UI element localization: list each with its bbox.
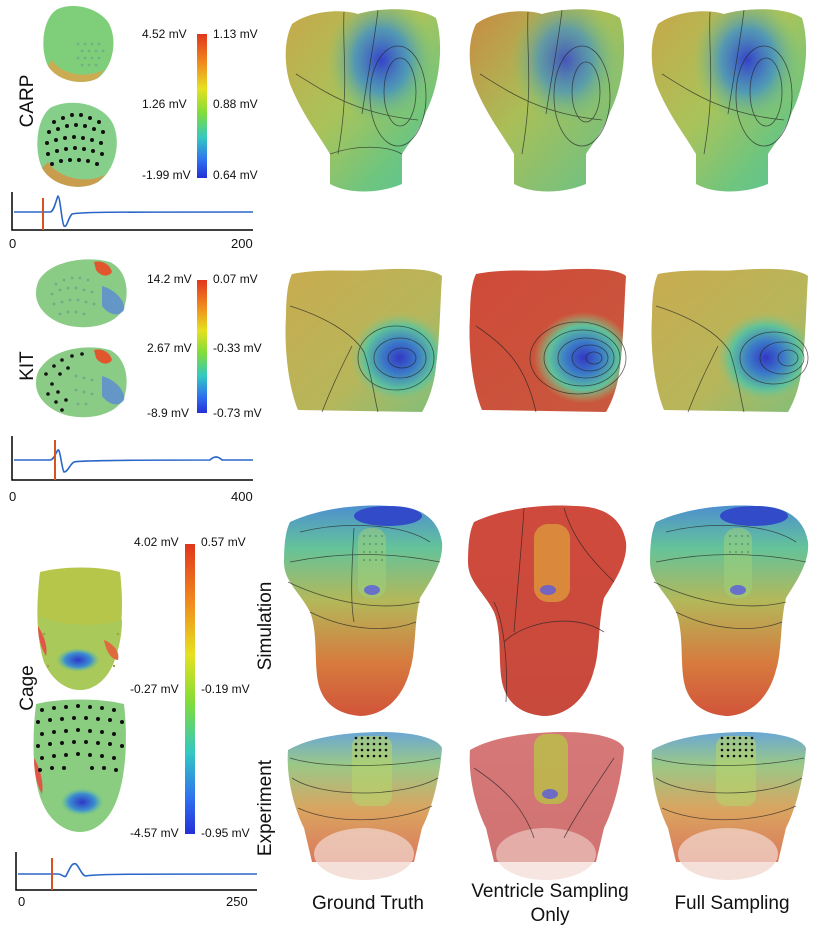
- carp-heart-top: [43, 6, 114, 82]
- cage-scale-right-min: -0.95 mV: [201, 826, 250, 840]
- cage-scale-right-max: 0.57 mV: [201, 535, 246, 549]
- cage-colorbar: [185, 544, 195, 834]
- column-label-ventricle-sampling-only: Ventricle Sampling Only: [471, 881, 629, 926]
- experiment-ventricle-torso: [469, 732, 624, 880]
- sub-row-label-experiment: Experiment: [255, 759, 276, 857]
- kit-heart-top: [36, 259, 127, 328]
- kit-scale-left-mid: 2.67 mV: [147, 341, 192, 355]
- carp-scale-left-max: 4.52 mV: [142, 27, 187, 41]
- kit-colorbar: [197, 280, 207, 413]
- kit-trace-start: 0: [9, 489, 17, 504]
- experiment-ground-truth-torso: [287, 732, 442, 880]
- carp-scale-right-min: 0.64 mV: [213, 168, 258, 182]
- carp-ventricle-torso: [469, 9, 625, 192]
- sub-row-label-simulation: Simulation: [255, 581, 276, 671]
- kit-scale-right-mid: -0.33 mV: [213, 341, 262, 355]
- carp-colorbar: [197, 34, 207, 178]
- kit-ventricle-torso: [469, 268, 627, 413]
- cage-scale-left-min: -4.57 mV: [130, 826, 179, 840]
- carp-trace-end: 200: [231, 236, 253, 251]
- carp-scale-right-mid: 0.88 mV: [213, 97, 258, 111]
- kit-trace: [11, 436, 253, 481]
- cage-trace-start: 0: [18, 894, 26, 909]
- kit-trace-end: 400: [231, 489, 253, 504]
- kit-scale-left-max: 14.2 mV: [147, 272, 192, 286]
- kit-full-torso: [651, 268, 809, 413]
- carp-trace: [11, 192, 254, 231]
- carp-ground-truth-torso: [285, 9, 441, 192]
- kit-ground-truth-torso: [285, 268, 442, 413]
- kit-heart-sampled: [36, 347, 127, 418]
- column-label-ground-truth: Ground Truth: [312, 893, 424, 914]
- column-label-full-sampling: Full Sampling: [674, 893, 790, 914]
- carp-scale-left-min: -1.99 mV: [142, 168, 191, 182]
- cage-trace-end: 250: [226, 894, 248, 909]
- cage-scale-left-max: 4.02 mV: [134, 535, 179, 549]
- carp-heart-sampled: [37, 102, 117, 187]
- simulation-ventricle-torso: [468, 505, 627, 716]
- simulation-ground-truth-torso: [284, 505, 443, 716]
- cage-scale-left-mid: -0.27 mV: [130, 682, 179, 696]
- carp-scale-left-mid: 1.26 mV: [142, 97, 187, 111]
- kit-scale-right-min: -0.73 mV: [213, 406, 262, 420]
- experiment-full-torso: [651, 732, 806, 880]
- carp-full-torso: [651, 9, 807, 192]
- simulation-full-torso: [650, 505, 809, 716]
- cage-heart-top: [37, 567, 122, 690]
- kit-scale-right-max: 0.07 mV: [213, 272, 258, 286]
- kit-scale-left-min: -8.9 mV: [147, 406, 190, 420]
- carp-scale-right-max: 1.13 mV: [213, 27, 258, 41]
- cage-scale-right-mid: -0.19 mV: [201, 682, 250, 696]
- cage-heart-sampled: [33, 699, 126, 832]
- cage-trace: [15, 852, 258, 891]
- carp-trace-start: 0: [9, 236, 17, 251]
